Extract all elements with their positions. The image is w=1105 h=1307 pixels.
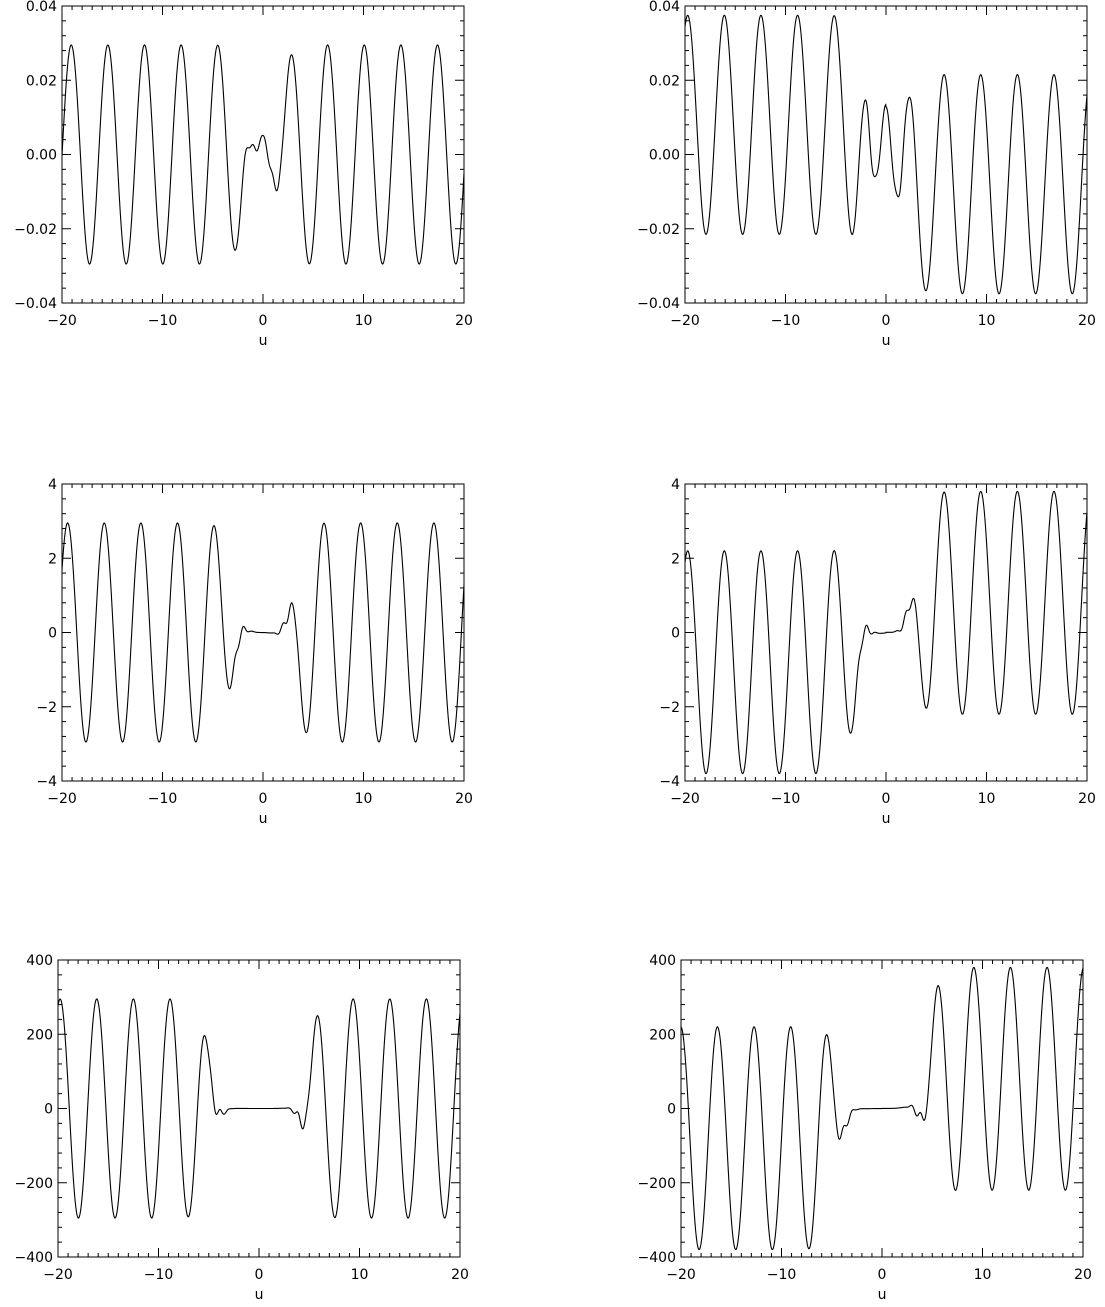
y-tick-label: 200 [26,1027,53,1043]
y-tick-label: 0 [44,1102,53,1118]
x-tick-label: 10 [974,1267,992,1283]
x-tick-label: 10 [355,313,373,329]
x-tick-label: 20 [1074,1267,1092,1283]
x-tick-label: 20 [1078,791,1096,807]
series-line [62,44,464,265]
y-tick-label: −400 [15,1250,53,1266]
x-tick-label: −10 [148,313,178,329]
y-tick-label: 400 [649,953,676,969]
x-tick-label: 0 [878,1267,887,1283]
series-line [62,522,464,743]
x-tick-label: 0 [882,791,891,807]
plot-frame [684,5,1088,304]
panel-1: −20 −10 0 10 20 −0.04 −0.02 0.00 0.02 0.04 u [14,0,473,349]
x-tick-label: −20 [670,791,700,807]
y-tick-label: 400 [26,953,53,969]
x-tick-label: 10 [355,791,373,807]
y-tick-label: 0.00 [26,148,57,164]
y-tick-label: 0 [48,626,57,642]
y-tick-label: −0.02 [14,222,57,238]
y-tick-label: −400 [638,1250,676,1266]
x-tick-label: 0 [882,313,891,329]
y-tick-label: 0 [671,626,680,642]
y-tick-label: 2 [671,551,680,567]
x-axis-label: u [259,811,268,827]
y-tick-label: −200 [638,1176,676,1192]
x-tick-label: 20 [455,313,473,329]
x-axis-label: u [882,333,891,349]
y-tick-label: −200 [15,1176,53,1192]
y-tick-label: 0.04 [649,0,680,15]
x-tick-label: −20 [670,313,700,329]
panel-6: −20 −10 0 10 20 −400 −200 0 200 400 u [638,953,1092,1303]
plot-frame [61,5,465,304]
x-tick-label: 0 [259,791,268,807]
x-tick-label: −10 [771,313,801,329]
x-tick-label: 20 [1078,313,1096,329]
y-tick-label: 2 [48,551,57,567]
y-tick-label: −4 [659,774,680,790]
x-tick-label: −20 [47,313,77,329]
x-tick-label: 20 [451,1267,469,1283]
series-line [685,14,1087,295]
series-line [58,998,460,1219]
x-tick-label: 10 [351,1267,369,1283]
x-axis-label: u [882,811,891,827]
y-tick-label: 0 [667,1102,676,1118]
x-axis-label: u [259,333,268,349]
x-tick-label: −10 [144,1267,174,1283]
y-tick-label: 0.02 [26,73,57,89]
y-tick-label: −2 [36,700,57,716]
x-axis-label: u [255,1287,264,1303]
x-tick-label: −10 [148,791,178,807]
x-tick-label: 10 [978,313,996,329]
panel-2: −20 −10 0 10 20 −0.04 −0.02 0.00 0.02 0.04 u [637,0,1096,349]
y-tick-label: 0.00 [649,148,680,164]
y-tick-label: −4 [36,774,57,790]
y-tick-label: 0.04 [26,0,57,15]
y-tick-label: 4 [48,477,57,493]
x-tick-label: −20 [47,791,77,807]
y-tick-label: −2 [659,700,680,716]
y-tick-label: −0.04 [14,296,57,312]
x-tick-label: 20 [455,791,473,807]
y-tick-label: 0.02 [649,73,680,89]
x-tick-label: −20 [43,1267,73,1283]
series-line [681,966,1083,1251]
x-tick-label: 0 [259,313,268,329]
y-tick-label: −0.04 [637,296,680,312]
x-tick-label: −10 [771,791,801,807]
x-tick-label: 0 [255,1267,264,1283]
series-line [685,490,1087,775]
y-tick-label: −0.02 [637,222,680,238]
panel-5: −20 −10 0 10 20 −400 −200 0 200 400 u [15,953,469,1303]
x-tick-label: 10 [978,791,996,807]
x-tick-label: −20 [666,1267,696,1283]
x-axis-label: u [878,1287,887,1303]
y-tick-label: 200 [649,1027,676,1043]
x-tick-label: −10 [767,1267,797,1283]
y-tick-label: 4 [671,477,680,493]
